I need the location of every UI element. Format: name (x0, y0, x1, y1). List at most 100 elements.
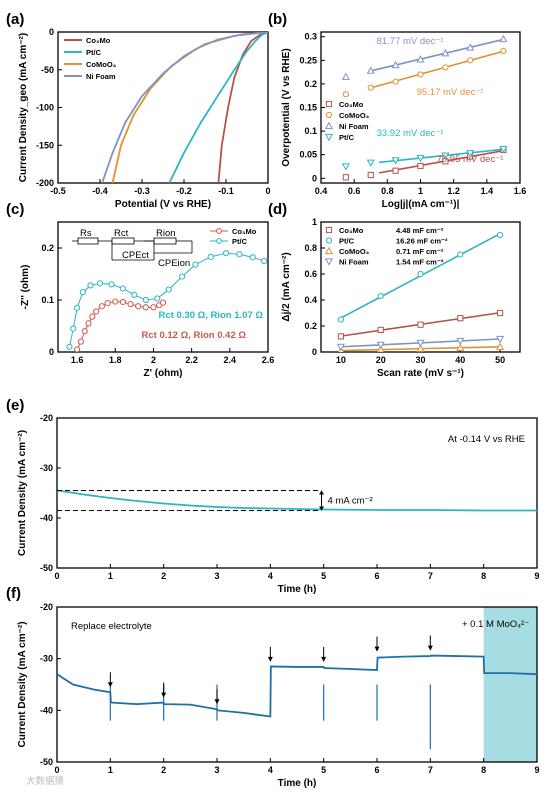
tafel-slope-label: 70.95 mV dec⁻¹ (437, 154, 504, 165)
y-tick-label: 0 (49, 27, 54, 37)
plot-area (336, 231, 505, 352)
y-tick-label: -50 (41, 65, 54, 75)
chart-panel-5: 0 1 2 3 4 5 6 7 8 9 -20 -30 -40 -50 Time (h) Current De… (6, 397, 540, 595)
x-tick-label: 1 (108, 765, 113, 775)
x-axis-label: Time (h) (278, 778, 317, 789)
circuit-label-rs: Rs (80, 228, 92, 239)
data-point (499, 145, 508, 154)
x-tick-label: 1.8 (109, 355, 122, 365)
series-line (57, 654, 537, 718)
data-point (154, 295, 161, 302)
data-point (192, 261, 199, 268)
data-point (135, 303, 142, 310)
x-tick-label: 4 (268, 765, 273, 775)
x-tick-label: 8 (481, 571, 486, 581)
circuit-label-cpect: CPEct (122, 250, 149, 261)
x-tick-label: 9 (534, 571, 539, 581)
data-point (79, 289, 86, 296)
y-tick-label: -40 (40, 705, 53, 715)
data-point (376, 345, 385, 352)
y-axis-label: Overpotential (V vs RHE) (281, 48, 292, 166)
y-axis-label: Current Density (mA cm⁻²) (17, 430, 28, 556)
legend-entry: Co₃Mo (232, 227, 257, 236)
tafel-slope-label: 81.77 mV dec⁻¹ (377, 36, 444, 47)
event-arrowhead (214, 699, 220, 705)
data-point (85, 320, 92, 327)
y-tick-label: 0.1 (304, 126, 317, 136)
legend-marker (325, 237, 333, 244)
y-tick-label: -40 (40, 513, 53, 523)
plot-area (341, 34, 508, 181)
series-line (76, 301, 164, 350)
tafel-slope-label: 33.92 mV dec⁻¹ (377, 128, 444, 139)
data-point (417, 71, 424, 78)
x-tick-label: 20 (376, 355, 386, 365)
y-tick-label: -20 (40, 413, 53, 423)
x-tick-label: 2 (161, 765, 166, 775)
y-tick-label: -100 (36, 103, 54, 113)
legend-marker (216, 238, 222, 244)
x-tick-label: 10 (336, 355, 346, 365)
chart-panel-4: 10 20 30 40 50 0 0.2 0.4 0.6 0.8 1 Scan rate (mV s⁻… (268, 201, 521, 379)
data-point (367, 171, 374, 179)
legend-marker (324, 121, 334, 130)
x-tick-label: -0.2 (176, 186, 192, 196)
y-tick-label: 0 (49, 347, 54, 357)
y-tick-label: 0 (312, 347, 317, 357)
data-point (119, 298, 127, 306)
legend-marker (325, 111, 333, 119)
data-point (178, 273, 186, 280)
legend-entry: Pt/C (339, 237, 355, 246)
delta-annotation: 4 mA cm⁻² (328, 496, 373, 507)
x-tick-label: 2 (161, 571, 166, 581)
y-tick-label: 0.05 (299, 150, 317, 160)
tafel-slope-label: 95.17 mV dec⁻¹ (417, 87, 484, 98)
data-point (441, 48, 450, 57)
plot-area (57, 489, 537, 512)
data-point (466, 43, 475, 51)
y-tick-label: 0.8 (304, 243, 317, 253)
x-tick-label: 6 (374, 765, 379, 775)
data-point (392, 78, 399, 85)
x-tick-label: 2.4 (224, 355, 237, 365)
capacitance-label: 4.48 mF cm⁻² (396, 226, 444, 235)
data-point (499, 34, 508, 43)
plot-area (101, 32, 268, 183)
data-point (142, 296, 149, 304)
circuit-label-rct: Rct (114, 228, 129, 239)
data-point (93, 308, 100, 315)
x-tick-label: 1.6 (71, 355, 84, 365)
capacitance-label: 16.26 mF cm⁻² (396, 237, 448, 246)
legend-entry: Ni Foam (339, 258, 369, 267)
data-point (142, 304, 149, 311)
data-point (417, 270, 424, 278)
x-tick-label: 5 (321, 571, 326, 581)
circuit-label-rion: Rion (156, 228, 176, 239)
y-tick-label: 0 (312, 173, 317, 183)
x-tick-label: 2.6 (262, 355, 275, 365)
fit-line (370, 50, 504, 89)
data-point (249, 254, 256, 261)
data-point (87, 282, 94, 289)
event-arrowhead (427, 645, 433, 651)
x-tick-label: 5 (321, 765, 326, 775)
data-point (73, 346, 81, 352)
x-tick-label: -0.4 (92, 186, 108, 196)
legend-entry: Pt/C (86, 48, 102, 57)
series-line (57, 489, 537, 512)
plot-area (57, 654, 537, 750)
fit-line (370, 38, 504, 72)
x-tick-label: 0.8 (381, 186, 394, 196)
x-tick-label: 1.2 (447, 186, 460, 196)
y-tick-label: 0.4 (304, 295, 317, 305)
legend-entry: Ni Foam (339, 122, 369, 131)
data-point (165, 286, 172, 293)
legend-marker (324, 246, 334, 255)
legend-marker (324, 133, 334, 142)
x-axis-label: Scan rate (mV s⁻¹) (377, 368, 464, 379)
data-point (500, 47, 507, 54)
data-point (497, 309, 504, 317)
data-point (376, 341, 385, 350)
data-point (366, 159, 375, 167)
